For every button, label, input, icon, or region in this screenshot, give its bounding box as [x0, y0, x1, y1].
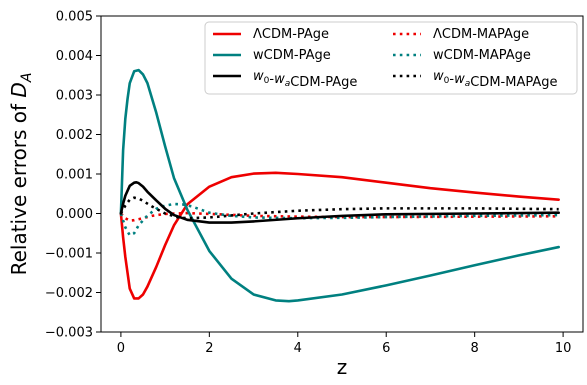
x-tick-label: 4 — [294, 341, 302, 356]
legend-label-3: wCDM-MAPAge — [433, 48, 531, 63]
y-axis-label: Relative errors of DA — [7, 73, 35, 276]
x-axis-ticks: 0 2 4 6 8 10 — [117, 332, 572, 356]
y-axis-ticks: −0.003 −0.002 −0.001 0.000 0.001 0.002 0.003 0.… — [45, 10, 101, 341]
y-tick-label: −0.003 — [45, 326, 93, 341]
legend-label-1: ΛCDM-MAPAge — [433, 27, 529, 42]
y-tick-label: 0.004 — [56, 49, 93, 64]
y-tick-label: 0.002 — [56, 128, 93, 143]
series-line-0 — [119, 171, 560, 300]
series-line-2 — [119, 68, 560, 303]
x-tick-label: 8 — [471, 341, 479, 356]
x-axis-label: z — [337, 355, 348, 379]
legend-label-0: ΛCDM-PAge — [253, 27, 329, 42]
x-tick-label: 2 — [205, 341, 213, 356]
legend: ΛCDM-PAge ΛCDM-MAPAge wCDM-PAge wCDM-MAPAge… — [204, 21, 578, 95]
series-line-5 — [119, 196, 559, 220]
y-tick-label: 0.005 — [56, 10, 93, 25]
legend-label-4: w0-waCDM-PAge — [253, 69, 357, 90]
y-tick-label: 0.003 — [56, 89, 93, 104]
x-tick-label: 0 — [117, 341, 125, 356]
x-tick-label: 6 — [382, 341, 390, 356]
y-tick-label: −0.002 — [45, 286, 93, 301]
legend-label-2: wCDM-PAge — [253, 48, 331, 63]
series-layer — [119, 68, 560, 303]
y-tick-label: 0.001 — [56, 168, 93, 183]
y-tick-label: −0.001 — [45, 247, 93, 262]
x-tick-label: 10 — [555, 341, 572, 356]
legend-label-5: w0-waCDM-MAPAge — [433, 69, 558, 90]
y-tick-label: 0.000 — [56, 207, 93, 222]
series-line-4 — [119, 180, 560, 224]
legend-box — [204, 21, 578, 95]
